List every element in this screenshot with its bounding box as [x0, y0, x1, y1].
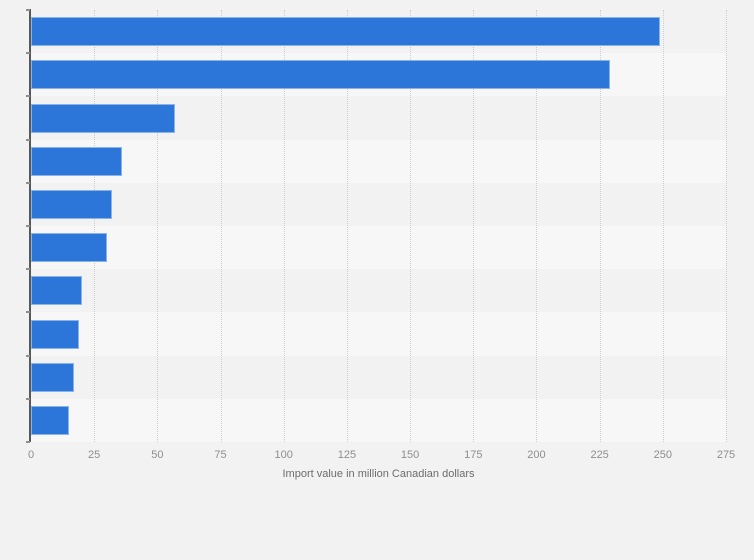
row-band — [31, 356, 726, 399]
gridline — [410, 10, 412, 442]
row-band — [31, 183, 726, 226]
plot-area — [31, 10, 727, 442]
bar[interactable] — [31, 276, 82, 305]
x-tick-label: 125 — [337, 449, 357, 461]
x-axis-tick-labels: 0 25 50 75 100 125 150 175 200 225 250 275 — [27, 449, 735, 463]
x-tick-label: 200 — [527, 449, 546, 461]
x-axis-title: Import value in million Canadian dollars — [282, 468, 475, 480]
gridline — [726, 10, 727, 442]
x-tick-label: 275 — [716, 449, 736, 461]
y-axis-tick — [26, 138, 30, 141]
x-tick-label: 250 — [653, 449, 672, 461]
gridline — [94, 10, 96, 442]
x-tick-label: 25 — [88, 449, 101, 461]
bar[interactable] — [31, 104, 176, 133]
y-axis-tick — [26, 441, 30, 443]
x-tick-label: 75 — [214, 449, 227, 461]
gridline — [283, 10, 285, 442]
bar[interactable] — [31, 363, 74, 392]
x-tick-label: 50 — [151, 449, 164, 461]
gridline — [220, 10, 222, 442]
y-axis-tick — [26, 52, 30, 55]
row-band — [31, 312, 726, 356]
row-band — [31, 269, 726, 312]
row-band — [31, 226, 726, 270]
x-tick-label: 150 — [400, 449, 420, 461]
x-tick-label: 0 — [27, 449, 35, 461]
bar[interactable] — [31, 147, 122, 176]
x-tick-label: 225 — [590, 449, 609, 461]
y-axis-tick — [26, 311, 30, 314]
y-axis-tick — [26, 95, 30, 98]
bar[interactable] — [31, 17, 661, 46]
x-tick-label: 100 — [274, 449, 293, 461]
bar[interactable] — [31, 406, 69, 435]
y-axis-tick — [26, 354, 30, 357]
gridline — [473, 10, 475, 442]
row-band — [31, 139, 726, 183]
bar[interactable] — [31, 190, 112, 219]
gridline — [346, 10, 348, 442]
bar[interactable] — [31, 60, 610, 89]
x-tick-label: 175 — [464, 449, 483, 461]
bar[interactable] — [31, 233, 107, 262]
gridline — [599, 10, 601, 442]
y-axis-line — [29, 9, 31, 442]
y-axis-tick — [26, 397, 30, 400]
y-axis-tick — [26, 181, 30, 184]
y-axis-tick — [26, 225, 30, 227]
bar[interactable] — [31, 320, 80, 349]
y-axis-tick — [26, 268, 30, 271]
gridline — [536, 10, 538, 442]
gridline — [157, 10, 159, 442]
gridline — [662, 10, 664, 442]
y-axis-tick — [26, 9, 30, 11]
row-band — [31, 398, 726, 442]
